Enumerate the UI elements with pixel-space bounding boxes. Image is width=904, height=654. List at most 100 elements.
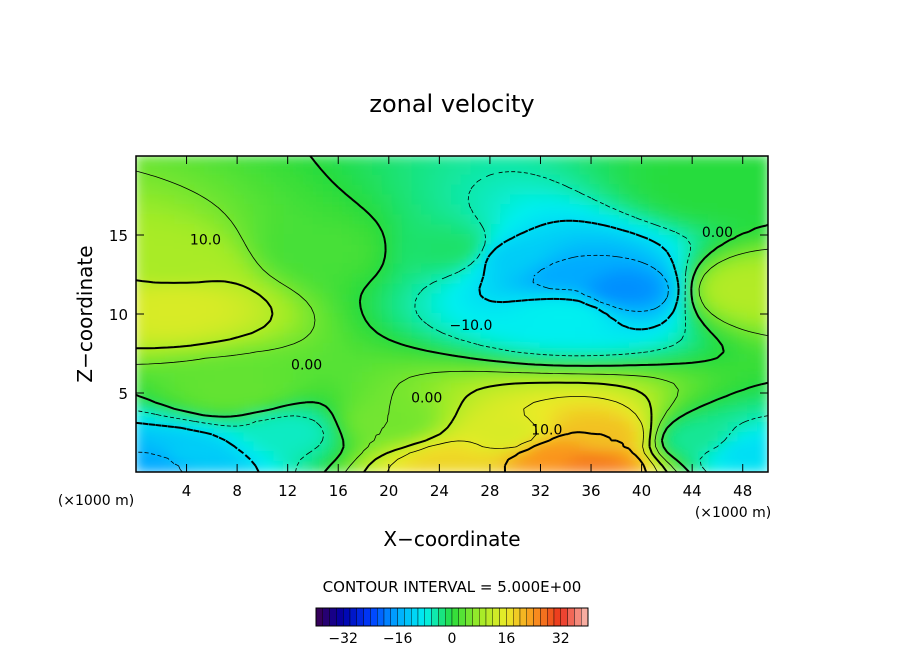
field-cell bbox=[510, 342, 523, 355]
field-cell bbox=[184, 214, 197, 227]
field-cell bbox=[184, 382, 197, 394]
field-cell bbox=[490, 342, 503, 355]
field-cell bbox=[362, 164, 374, 177]
colorbar-swatch bbox=[547, 607, 555, 627]
field-cell bbox=[668, 293, 681, 306]
field-cell bbox=[510, 224, 523, 236]
field-cell bbox=[549, 174, 562, 187]
field-cell bbox=[510, 372, 523, 385]
field-cell bbox=[283, 253, 295, 266]
field-cell bbox=[381, 224, 394, 236]
field-cell bbox=[253, 461, 266, 472]
field-cell bbox=[312, 362, 325, 375]
field-cell bbox=[609, 382, 621, 394]
field-cell bbox=[579, 322, 592, 335]
field-cell bbox=[312, 392, 325, 404]
field-cell bbox=[599, 431, 611, 444]
field-cell bbox=[490, 451, 503, 464]
field-cell bbox=[154, 253, 167, 266]
field-cell bbox=[174, 214, 187, 227]
field-cell bbox=[678, 332, 690, 345]
field-cell bbox=[688, 352, 700, 365]
field-cell bbox=[214, 263, 226, 276]
field-cell bbox=[352, 243, 365, 256]
field-cell bbox=[609, 273, 621, 286]
field-cell bbox=[263, 421, 276, 434]
field-cell bbox=[411, 253, 424, 266]
field-cell bbox=[579, 156, 592, 167]
field-cell bbox=[520, 313, 532, 325]
field-cell bbox=[322, 313, 335, 325]
field-cell bbox=[668, 283, 681, 296]
field-cell bbox=[214, 372, 226, 385]
field-cell bbox=[530, 313, 542, 325]
field-cell bbox=[421, 184, 434, 197]
field-cell bbox=[747, 411, 760, 424]
field-cell bbox=[539, 382, 552, 394]
field-cell bbox=[451, 421, 463, 434]
field-cell bbox=[460, 174, 473, 187]
field-cell bbox=[154, 313, 167, 325]
field-cell bbox=[243, 253, 256, 266]
field-cell bbox=[688, 174, 700, 187]
field-cell bbox=[214, 253, 226, 266]
field-cell bbox=[253, 184, 266, 197]
field-cell bbox=[569, 243, 582, 256]
field-cell bbox=[312, 224, 325, 236]
field-cell bbox=[480, 234, 493, 246]
field-cell bbox=[352, 421, 365, 434]
field-cell bbox=[500, 156, 513, 167]
field-cell bbox=[233, 332, 246, 345]
field-cell bbox=[757, 342, 768, 355]
field-cell bbox=[520, 243, 532, 256]
field-cell bbox=[174, 184, 187, 197]
field-cell bbox=[668, 234, 681, 246]
field-cell bbox=[589, 313, 602, 325]
field-cell bbox=[707, 332, 720, 345]
field-cell bbox=[352, 461, 365, 472]
field-cell bbox=[401, 322, 414, 335]
field-cell bbox=[470, 156, 483, 167]
field-cell bbox=[401, 174, 414, 187]
field-cell bbox=[599, 224, 611, 236]
field-cell bbox=[451, 184, 463, 197]
field-cell bbox=[668, 411, 681, 424]
field-cell bbox=[312, 156, 325, 167]
field-cell bbox=[136, 283, 147, 296]
field-cell bbox=[530, 451, 542, 464]
field-cell bbox=[174, 332, 187, 345]
field-cell bbox=[510, 214, 523, 227]
field-cell bbox=[599, 263, 611, 276]
field-cell bbox=[490, 313, 503, 325]
field-cell bbox=[263, 401, 276, 414]
field-cell bbox=[480, 214, 493, 227]
field-cell bbox=[431, 184, 444, 197]
field-cell bbox=[648, 243, 661, 256]
colorbar-swatch bbox=[445, 607, 453, 627]
field-cell bbox=[510, 184, 523, 197]
field-cell bbox=[628, 214, 641, 227]
field-cell bbox=[154, 184, 167, 197]
field-cell bbox=[253, 243, 266, 256]
field-cell bbox=[283, 243, 295, 256]
field-cell bbox=[144, 332, 157, 345]
field-cell bbox=[431, 342, 444, 355]
field-cell bbox=[688, 194, 700, 207]
field-cell bbox=[480, 243, 493, 256]
field-cell bbox=[441, 214, 453, 227]
field-cell bbox=[381, 451, 394, 464]
field-cell bbox=[332, 431, 345, 444]
field-cell bbox=[431, 441, 444, 454]
field-cell bbox=[441, 431, 453, 444]
field-cell bbox=[539, 431, 552, 444]
field-cell bbox=[678, 451, 690, 464]
field-cell bbox=[164, 293, 177, 306]
field-cell bbox=[609, 421, 621, 434]
field-cell bbox=[273, 372, 286, 385]
contour-level bbox=[136, 219, 680, 472]
colorbar-swatch bbox=[404, 607, 412, 627]
field-cell bbox=[688, 214, 700, 227]
field-cell bbox=[194, 164, 207, 177]
field-cell bbox=[372, 372, 384, 385]
field-cell bbox=[658, 401, 671, 414]
